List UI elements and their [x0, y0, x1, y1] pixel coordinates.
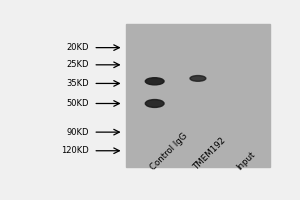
Text: Input: Input — [235, 150, 257, 172]
Bar — [126, 24, 270, 167]
Ellipse shape — [190, 76, 206, 81]
Text: Control IgG: Control IgG — [148, 131, 189, 172]
Text: 50KD: 50KD — [66, 99, 89, 108]
Ellipse shape — [145, 78, 164, 85]
Text: 120KD: 120KD — [61, 146, 89, 155]
Text: TMEM192: TMEM192 — [192, 136, 228, 172]
Text: 35KD: 35KD — [66, 79, 89, 88]
Text: 90KD: 90KD — [66, 128, 89, 137]
Ellipse shape — [145, 100, 164, 107]
Text: 20KD: 20KD — [66, 43, 89, 52]
Text: 25KD: 25KD — [66, 60, 89, 69]
